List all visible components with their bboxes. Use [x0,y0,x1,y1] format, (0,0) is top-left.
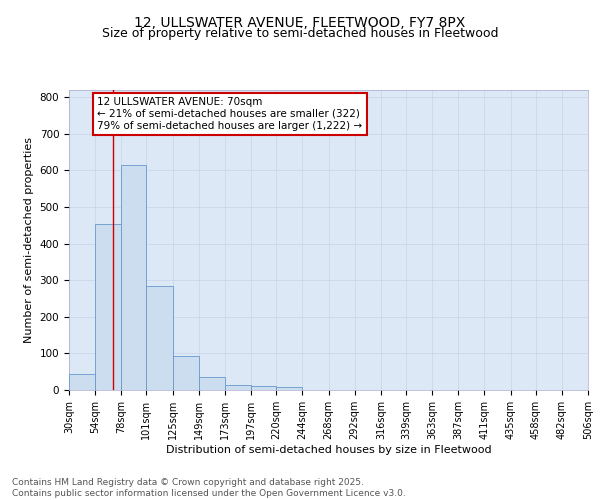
Text: 12, ULLSWATER AVENUE, FLEETWOOD, FY7 8PX: 12, ULLSWATER AVENUE, FLEETWOOD, FY7 8PX [134,16,466,30]
Bar [146,286,173,390]
Bar [276,388,302,390]
Bar [251,386,276,390]
Bar [199,377,225,390]
Bar [121,165,146,390]
Bar [95,224,121,390]
Text: Size of property relative to semi-detached houses in Fleetwood: Size of property relative to semi-detach… [102,28,498,40]
Bar [173,356,199,390]
Y-axis label: Number of semi-detached properties: Number of semi-detached properties [24,137,34,343]
Bar [225,384,251,390]
Bar [69,374,95,390]
X-axis label: Distribution of semi-detached houses by size in Fleetwood: Distribution of semi-detached houses by … [166,444,491,454]
Text: Contains HM Land Registry data © Crown copyright and database right 2025.
Contai: Contains HM Land Registry data © Crown c… [12,478,406,498]
Text: 12 ULLSWATER AVENUE: 70sqm
← 21% of semi-detached houses are smaller (322)
79% o: 12 ULLSWATER AVENUE: 70sqm ← 21% of semi… [97,98,362,130]
